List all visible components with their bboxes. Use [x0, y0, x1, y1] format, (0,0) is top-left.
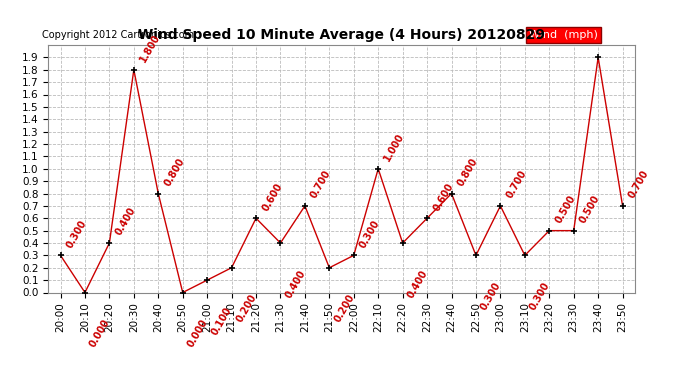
Text: 0.000: 0.000	[186, 318, 210, 349]
Text: 0.300: 0.300	[528, 280, 551, 312]
Text: 0.300: 0.300	[65, 218, 89, 250]
Text: 1.800: 1.800	[138, 33, 162, 64]
Text: Copyright 2012 Cartronics.com: Copyright 2012 Cartronics.com	[43, 30, 195, 40]
Text: 0.600: 0.600	[260, 181, 284, 213]
Text: 0.200: 0.200	[235, 293, 258, 324]
Text: 0.400: 0.400	[406, 268, 429, 300]
Text: 0.800: 0.800	[455, 156, 480, 188]
Text: 0.100: 0.100	[210, 305, 234, 337]
Text: 0.800: 0.800	[162, 156, 186, 188]
Title: Wind Speed 10 Minute Average (4 Hours) 20120829: Wind Speed 10 Minute Average (4 Hours) 2…	[138, 28, 545, 42]
Text: Wind  (mph): Wind (mph)	[529, 30, 598, 40]
Text: 0.700: 0.700	[627, 169, 651, 200]
Text: 0.400: 0.400	[114, 206, 137, 237]
Text: 0.000: 0.000	[88, 318, 112, 349]
Text: 0.500: 0.500	[578, 194, 602, 225]
Text: 0.300: 0.300	[479, 280, 503, 312]
Text: 0.400: 0.400	[283, 268, 307, 300]
Text: 0.600: 0.600	[431, 181, 455, 213]
Text: 0.200: 0.200	[332, 293, 356, 324]
Text: 0.500: 0.500	[553, 194, 578, 225]
Text: 0.700: 0.700	[309, 169, 333, 200]
Text: 0.700: 0.700	[504, 169, 529, 200]
Text: 0.300: 0.300	[358, 218, 382, 250]
Text: 1.000: 1.000	[382, 132, 406, 163]
